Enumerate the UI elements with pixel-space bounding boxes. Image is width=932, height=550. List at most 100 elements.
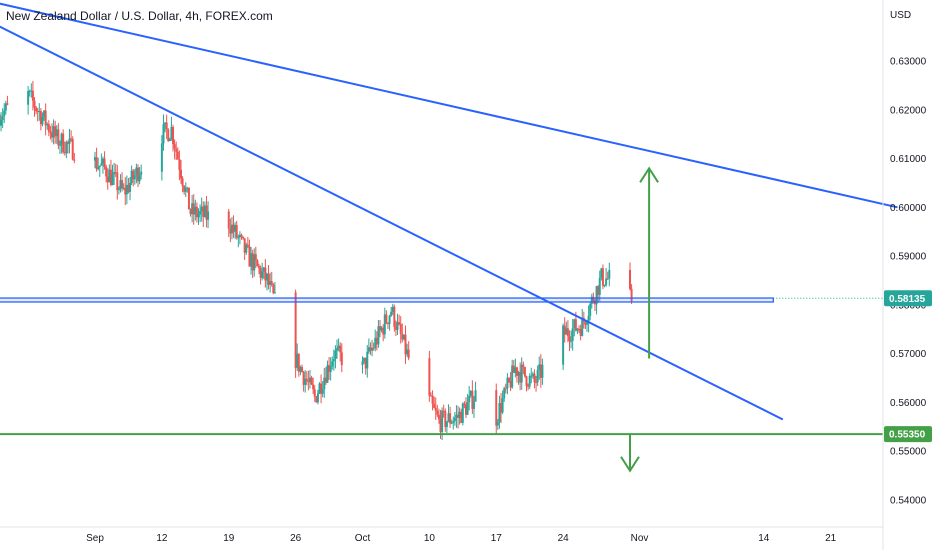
candle-body	[186, 187, 189, 189]
candle-body	[178, 159, 181, 170]
trendline-2[interactable]	[0, 2, 784, 421]
candle-body	[382, 327, 385, 335]
candle-body	[49, 131, 52, 133]
candle-body	[140, 171, 143, 175]
candle-body	[109, 169, 112, 185]
candle-body	[592, 296, 595, 302]
candle-body	[63, 152, 66, 154]
candle-body	[536, 369, 539, 383]
y-tick-label: 0.57000	[890, 349, 927, 360]
candle-body	[445, 421, 448, 427]
candle-body	[41, 116, 44, 125]
candle-body	[441, 410, 444, 433]
candle-body	[321, 389, 324, 394]
candle-body	[336, 348, 339, 351]
candle-body	[332, 359, 335, 362]
candle-body	[401, 333, 404, 340]
candle-body	[315, 396, 318, 403]
y-tick-label: 0.55000	[890, 447, 927, 458]
candle-body	[429, 395, 432, 397]
candle-body	[522, 364, 525, 367]
candle-body	[302, 371, 305, 385]
candle-body	[324, 377, 327, 383]
candle-body	[533, 373, 536, 382]
candle-body	[248, 246, 251, 267]
x-tick-label: Oct	[355, 533, 371, 544]
candle-body	[267, 273, 270, 285]
y-tick-label: 0.56000	[890, 398, 927, 409]
candle-body	[95, 157, 98, 170]
candle-body	[390, 311, 393, 316]
candle-body	[165, 122, 168, 130]
candle-body	[380, 327, 383, 331]
candle-body	[402, 334, 405, 340]
candle-body	[461, 403, 464, 423]
trendline-1[interactable]	[0, 0, 898, 209]
candle-body	[463, 403, 466, 406]
candle-body	[563, 325, 566, 335]
candle-body	[245, 244, 248, 253]
candle-body	[36, 111, 39, 113]
x-tick-label: 24	[558, 533, 570, 544]
candle-body	[58, 144, 61, 146]
candle-body	[388, 315, 391, 324]
candle-body	[250, 253, 253, 267]
candle-body	[51, 132, 54, 138]
candle-body	[528, 375, 531, 387]
candle-body	[375, 337, 378, 345]
candle-body	[595, 286, 598, 305]
candle-body	[235, 225, 238, 238]
candle-body	[103, 158, 106, 167]
arrow-down-head[interactable]	[620, 456, 640, 473]
candle-body	[55, 129, 58, 137]
candle-body	[35, 107, 38, 112]
candle-body	[541, 364, 544, 378]
candle-body	[133, 175, 136, 180]
candle-body	[629, 269, 631, 289]
candle-body	[586, 322, 589, 325]
candle-body	[94, 157, 96, 161]
candle-body	[313, 389, 316, 397]
candle-body	[207, 211, 210, 220]
candle-body	[371, 347, 374, 351]
candle-body	[312, 384, 315, 390]
candle-body	[27, 91, 30, 105]
candle-body	[238, 234, 241, 238]
candle-body	[39, 110, 42, 125]
candle-body	[450, 422, 453, 424]
candle-body	[531, 373, 534, 376]
candle-body	[170, 126, 173, 139]
y-tick-label: 0.60000	[890, 203, 927, 214]
candle-body	[132, 170, 135, 180]
candle-body	[444, 411, 447, 427]
candle-body	[523, 366, 526, 377]
candle-body	[464, 405, 467, 415]
candle-body	[394, 327, 397, 330]
x-tick-label: 14	[758, 533, 770, 544]
candle-body	[363, 357, 366, 362]
candle-body	[578, 328, 581, 330]
support-price-badge-text: 0.55350	[889, 430, 926, 441]
candle-body	[258, 266, 261, 268]
candle-body	[227, 211, 230, 229]
candle-body	[431, 395, 434, 404]
candle-body	[117, 188, 120, 191]
y-tick-label: 0.62000	[890, 105, 927, 116]
candle-body	[574, 319, 577, 331]
current-price-badge	[884, 290, 932, 307]
candle-body	[318, 383, 321, 394]
currency-label: USD	[890, 10, 911, 21]
candle-body	[571, 328, 574, 341]
candle-body	[176, 151, 179, 160]
candle-body	[106, 176, 109, 183]
arrow-up-head[interactable]	[639, 166, 659, 183]
candle-body	[539, 364, 542, 378]
resistance-zone[interactable]	[0, 297, 774, 303]
candle-body	[372, 347, 375, 349]
candle-body	[600, 268, 603, 278]
x-tick-label: 10	[424, 533, 436, 544]
candle-body	[44, 110, 47, 126]
candle-body	[183, 185, 186, 192]
candle-body	[329, 366, 332, 372]
